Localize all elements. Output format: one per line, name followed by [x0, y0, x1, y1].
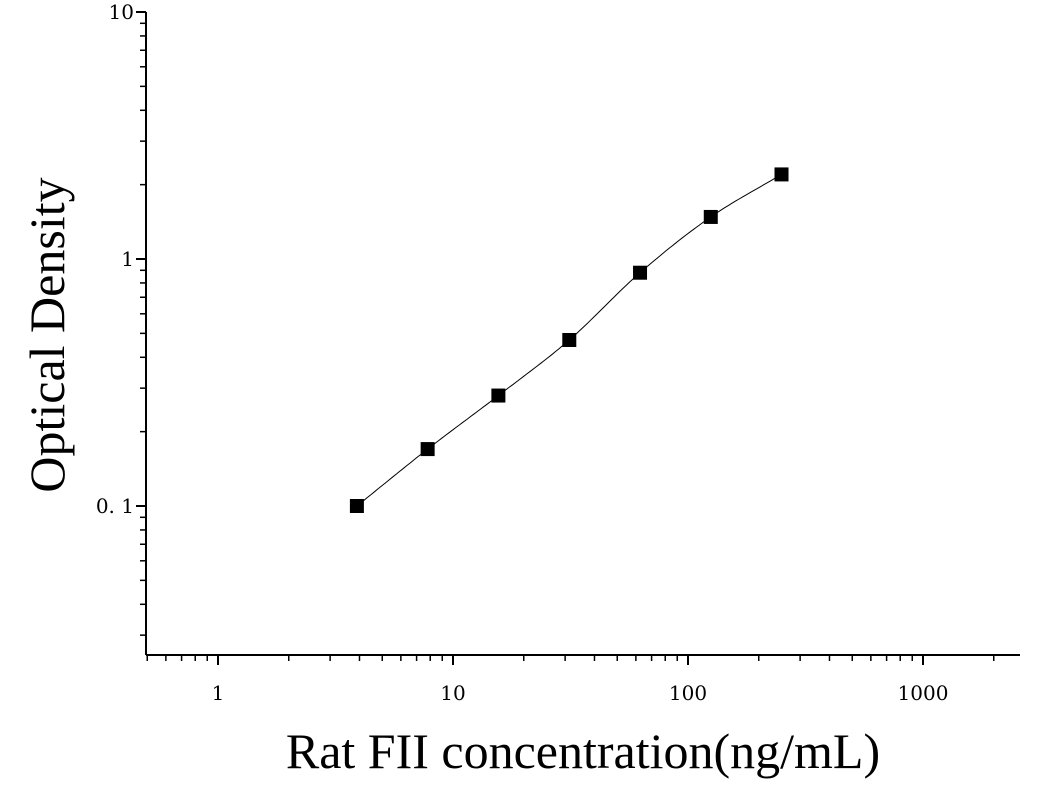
data-point	[349, 499, 364, 513]
y-axis-title: Optical Density	[19, 177, 75, 492]
x-tick-label: 1	[212, 681, 225, 705]
data-point	[562, 332, 577, 347]
data-point	[774, 167, 789, 182]
data-point	[420, 442, 435, 457]
tick-labels: 1 10 100 1000 0. 1 1 10	[96, 0, 949, 705]
y-tick-label: 0. 1	[96, 494, 134, 518]
x-tick-label: 10	[440, 681, 465, 705]
y-ticks	[136, 11, 146, 636]
data-point	[491, 388, 506, 403]
x-axis-title: Rat FII concentration(ng/mL)	[286, 723, 880, 779]
data-points	[349, 167, 789, 513]
data-point	[703, 209, 718, 224]
y-tick-label: 10	[109, 0, 134, 24]
y-tick-label: 1	[121, 247, 134, 271]
axes	[145, 12, 1020, 656]
x-tick-label: 100	[669, 681, 707, 705]
data-point	[633, 265, 648, 280]
x-tick-label: 1000	[898, 681, 949, 705]
x-ticks	[146, 655, 995, 665]
